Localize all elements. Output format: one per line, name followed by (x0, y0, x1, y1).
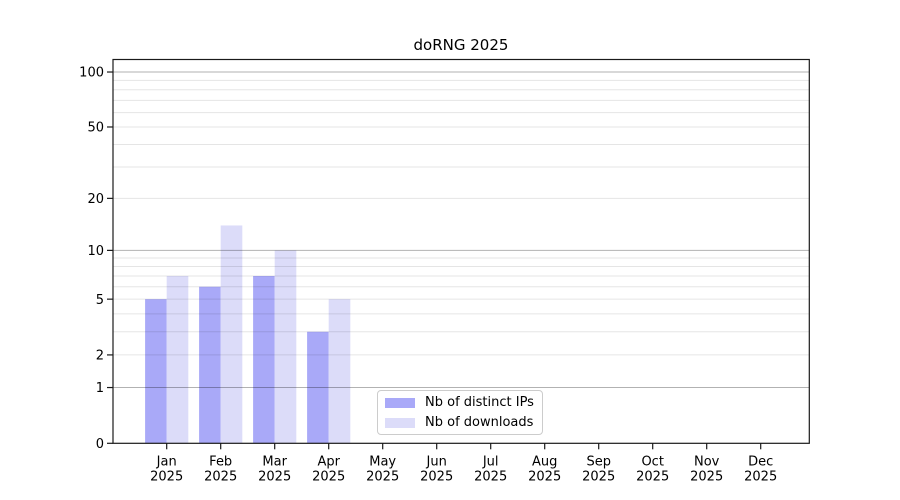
x-tick-year-nov: 2025 (690, 470, 723, 485)
y-tick-label-0: 0 (96, 437, 104, 452)
x-tick-label-apr: Apr (317, 455, 340, 470)
y-tick-label-5: 5 (96, 293, 104, 308)
x-tick-year-jul: 2025 (474, 470, 507, 485)
legend-item-downloads: Nb of downloads (385, 415, 535, 430)
x-tick-year-jun: 2025 (420, 470, 453, 485)
legend: Nb of distinct IPs Nb of downloads (377, 390, 543, 435)
y-tick-label-20: 20 (87, 192, 104, 207)
y-tick-label-100: 100 (79, 66, 104, 81)
x-tick-label-mar: Mar (262, 455, 287, 470)
x-tick-label-sep: Sep (586, 455, 611, 470)
bar-nb-of-downloads-mar (274, 250, 297, 444)
bar-nb-of-downloads-feb (220, 225, 243, 444)
legend-swatch-distinct-ips (385, 397, 415, 408)
x-tick-label-jan: Jan (156, 455, 177, 470)
x-tick-year-feb: 2025 (204, 470, 237, 485)
bar-nb-of-downloads-jan (166, 276, 189, 444)
x-tick-label-nov: Nov (694, 455, 720, 470)
x-tick-label-jun: Jun (426, 455, 447, 470)
x-tick-label-feb: Feb (209, 455, 232, 470)
x-tick-label-may: May (369, 455, 396, 470)
x-tick-label-jul: Jul (482, 455, 499, 470)
legend-swatch-downloads (385, 417, 415, 428)
bar-nb-of-distinct-ips-apr (307, 331, 329, 444)
chart-title: doRNG 2025 (413, 36, 509, 54)
x-tick-year-apr: 2025 (312, 470, 345, 485)
axes-box (112, 58, 810, 444)
bar-nb-of-downloads-apr (328, 299, 351, 444)
x-tick-label-dec: Dec (748, 455, 773, 470)
x-tick-year-jan: 2025 (150, 470, 183, 485)
y-tick-label-1: 1 (96, 381, 104, 396)
x-tick-year-aug: 2025 (528, 470, 561, 485)
x-tick-year-sep: 2025 (582, 470, 615, 485)
y-tick-label-2: 2 (96, 349, 104, 364)
legend-label-downloads: Nb of downloads (425, 415, 534, 430)
bar-nb-of-distinct-ips-feb (199, 286, 221, 444)
x-tick-label-aug: Aug (532, 455, 557, 470)
x-tick-year-oct: 2025 (636, 470, 669, 485)
y-tick-label-10: 10 (87, 244, 104, 259)
y-tick-label-50: 50 (87, 121, 104, 136)
bar-nb-of-distinct-ips-jan (145, 299, 167, 444)
x-tick-year-dec: 2025 (744, 470, 777, 485)
x-tick-year-may: 2025 (366, 470, 399, 485)
legend-label-distinct-ips: Nb of distinct IPs (425, 395, 534, 410)
x-tick-year-mar: 2025 (258, 470, 291, 485)
x-tick-label-oct: Oct (641, 455, 663, 470)
legend-item-distinct-ips: Nb of distinct IPs (385, 395, 535, 410)
bar-nb-of-distinct-ips-mar (253, 276, 275, 444)
